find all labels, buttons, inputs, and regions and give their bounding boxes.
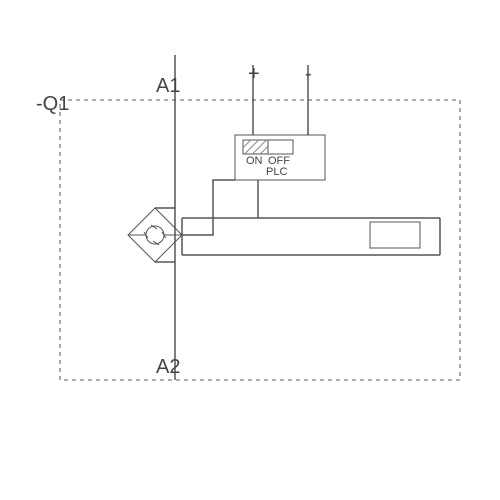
rectifier-circle	[146, 226, 164, 244]
coil	[370, 222, 420, 248]
label-a2: A2	[156, 356, 180, 378]
wire-diamond-to-plc	[182, 180, 235, 235]
hatch-line	[245, 140, 259, 154]
component-boundary	[60, 100, 460, 380]
label-plc: PLC	[266, 166, 287, 178]
label-a1: A1	[156, 75, 180, 97]
label-component-ref: -Q1	[36, 93, 69, 115]
hatch-line	[243, 140, 251, 148]
hatch-line	[260, 146, 268, 154]
label-pos: +	[248, 63, 260, 85]
wiring	[182, 180, 440, 255]
hatch-line	[252, 140, 266, 154]
label-on: ON	[246, 155, 263, 167]
label-neg: -	[305, 63, 312, 85]
